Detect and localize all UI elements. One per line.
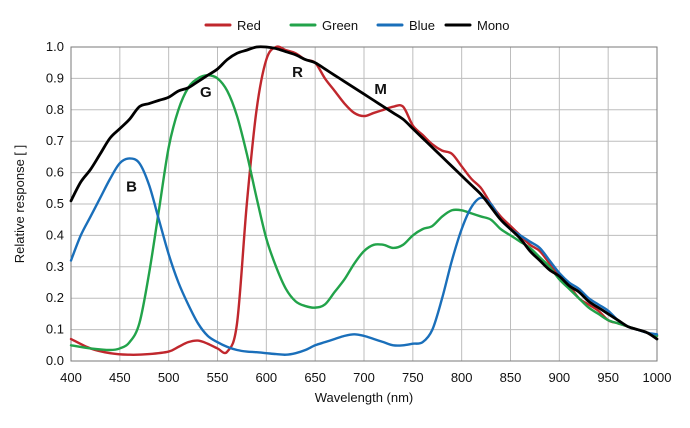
x-tick-label-600: 600 xyxy=(255,370,277,385)
y-tick-label-0-4: 0.4 xyxy=(46,227,64,242)
x-tick-label-800: 800 xyxy=(451,370,473,385)
series-line-green xyxy=(69,74,659,352)
plot-area-border xyxy=(70,46,658,362)
y-tick-label-0-0: 0.0 xyxy=(46,353,64,368)
x-tick-label-400: 400 xyxy=(60,370,82,385)
legend-label-blue: Blue xyxy=(409,18,435,33)
x-tick-label-850: 850 xyxy=(500,370,522,385)
y-tick-label-0-1: 0.1 xyxy=(46,322,64,337)
curve-label-b: B xyxy=(126,178,137,195)
y-tick-label-0-3: 0.3 xyxy=(46,259,64,274)
series-layer xyxy=(69,45,659,356)
curve-label-m: M xyxy=(374,81,387,98)
x-tick-label-450: 450 xyxy=(109,370,131,385)
y-tick-label-0-6: 0.6 xyxy=(46,165,64,180)
x-tick-label-700: 700 xyxy=(353,370,375,385)
x-tick-label-1000: 1000 xyxy=(643,370,672,385)
x-tick-label-750: 750 xyxy=(402,370,424,385)
curve-label-g: G xyxy=(200,84,212,101)
x-tick-label-650: 650 xyxy=(304,370,326,385)
legend-label-red: Red xyxy=(237,18,261,33)
series-line-blue xyxy=(69,157,659,356)
y-tick-label-0-5: 0.5 xyxy=(46,196,64,211)
x-tick-label-900: 900 xyxy=(548,370,570,385)
y-tick-label-0-2: 0.2 xyxy=(46,290,64,305)
x-axis-title: Wavelength (nm) xyxy=(315,390,414,405)
x-tick-label-950: 950 xyxy=(597,370,619,385)
y-tick-label-0-7: 0.7 xyxy=(46,133,64,148)
y-tick-label-0-8: 0.8 xyxy=(46,102,64,117)
axis-layer: 400 450 500 550 600 650 700 750 800 850 900 950 1000… xyxy=(46,39,672,385)
y-tick-label-0-9: 0.9 xyxy=(46,70,64,85)
legend-label-green: Green xyxy=(322,18,358,33)
x-tick-label-500: 500 xyxy=(158,370,180,385)
curve-label-r: R xyxy=(292,64,303,81)
x-tick-label-550: 550 xyxy=(207,370,229,385)
legend: Red Green Blue Mono xyxy=(204,18,510,33)
annotation-layer: G R M B xyxy=(126,64,387,196)
y-axis-title: Relative response [ ] xyxy=(12,145,27,264)
y-tick-label-1-0: 1.0 xyxy=(46,39,64,54)
series-line-mono xyxy=(69,45,659,341)
legend-label-mono: Mono xyxy=(477,18,510,33)
